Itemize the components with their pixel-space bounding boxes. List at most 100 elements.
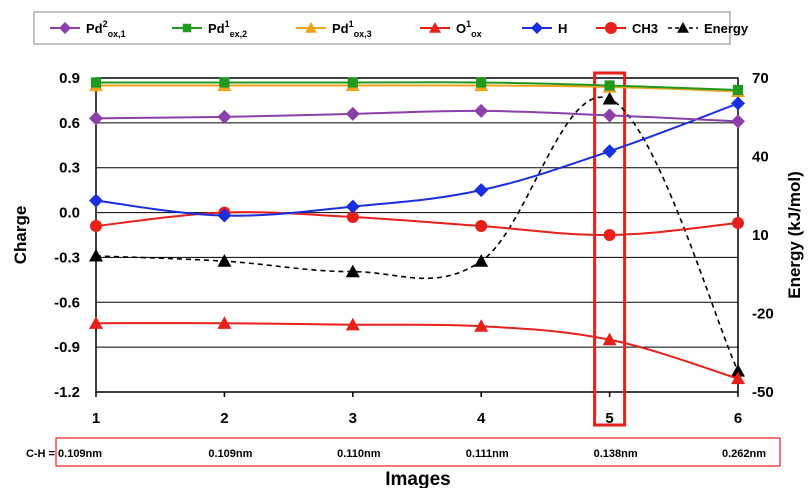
legend-label: Pd2ox,1 [86, 19, 126, 39]
y-axis-left-title: Charge [11, 206, 30, 265]
data-point [217, 316, 232, 329]
data-point [90, 77, 102, 88]
legend-marker [59, 22, 71, 34]
highlight-box [593, 71, 627, 427]
gridlines [96, 122, 738, 348]
data-point [89, 248, 103, 262]
legend-label: Pd1ex,2 [208, 19, 247, 39]
data-point [602, 91, 617, 105]
data-point [731, 371, 745, 385]
ch-distance-label: 0.262nm [722, 448, 766, 460]
series-line [95, 81, 739, 91]
series-line [95, 322, 739, 380]
y-left-tick-label: -0.9 [54, 339, 80, 356]
legend-label: Energy [704, 21, 749, 36]
y-left-tick-label: 0.0 [59, 205, 80, 222]
legend-item: CH3 [596, 21, 658, 36]
y-left-tick-label: -0.6 [54, 294, 80, 311]
data-point [604, 80, 615, 91]
legend-item: Pd2ox,1 [50, 19, 126, 39]
y-right-tick-label: -20 [752, 306, 774, 323]
legend-marker [429, 22, 441, 33]
legend: Pd2ox,1 Pd1ex,2 Pd1ox,3 O1ox H CH3 Energy [50, 19, 749, 39]
data-point [732, 84, 744, 96]
data-point [474, 103, 489, 118]
series-pd1ox-3 [89, 78, 745, 98]
ch-distance-label: C-H = 0.109nm [26, 448, 102, 460]
legend-item: Pd1ox,3 [296, 19, 372, 39]
legend-label: Pd1ox,3 [332, 19, 372, 39]
x-axis-title: Images [385, 469, 450, 488]
x-tick-label: 6 [734, 410, 742, 427]
data-point [345, 317, 360, 331]
y-axis-right-title: Energy (kJ/mol) [785, 171, 804, 299]
plot-frame [95, 77, 739, 393]
data-point [475, 220, 488, 233]
series-pd2ox-1 [89, 103, 745, 129]
data-point [217, 208, 232, 223]
data-point [90, 220, 102, 233]
ch-distances: C-H = 0.109nm 0.109nm 0.110nm 0.111nm 0.138n… [26, 448, 766, 460]
series-pd1ex-2 [90, 77, 744, 96]
data-point [731, 114, 745, 129]
data-point [219, 77, 230, 88]
legend-item: Pd1ex,2 [172, 19, 247, 39]
data-point [89, 316, 103, 329]
data-point [602, 332, 617, 346]
data-point [346, 211, 359, 224]
y-left-tick-label: 0.6 [59, 115, 80, 132]
data-point [89, 193, 103, 208]
y-right-tick-label: 10 [752, 227, 769, 244]
data-point [474, 319, 489, 332]
legend-marker [531, 22, 543, 34]
series-layer [89, 77, 745, 385]
y-axis-right: 70 40 10 -20 -50 [752, 70, 774, 401]
series-line [95, 109, 739, 123]
series-h [89, 96, 745, 223]
x-tick-label: 1 [92, 410, 100, 427]
y-axis-left: 0.9 0.6 0.3 0.0 -0.3 -0.6 -0.9 -1.2 [54, 70, 80, 401]
series-energy [89, 91, 745, 377]
ch-distance-label: 0.111nm [466, 448, 509, 460]
ch-distance-box [55, 437, 781, 467]
series-ch3 [90, 206, 744, 241]
data-point [89, 111, 103, 126]
series-line [95, 211, 739, 237]
legend-item: Energy [668, 21, 749, 36]
data-point [345, 106, 360, 121]
y-right-tick-label: 70 [752, 70, 769, 87]
ch-distance-label: 0.138nm [594, 448, 638, 460]
data-point [602, 144, 617, 159]
x-tick-label: 3 [349, 410, 357, 427]
legend-item: O1ox [420, 19, 482, 39]
data-point [345, 264, 360, 278]
series-o1ox [89, 316, 745, 385]
data-point [603, 229, 616, 241]
y-left-tick-label: -1.2 [54, 384, 80, 401]
data-point [474, 254, 489, 267]
data-point [602, 108, 617, 123]
legend-label: H [558, 21, 567, 36]
data-point [217, 109, 232, 124]
data-point [345, 199, 360, 214]
data-point [217, 254, 232, 267]
y-left-tick-label: 0.9 [59, 70, 80, 87]
x-tick-label: 4 [477, 410, 486, 427]
ch-distance-label: 0.110nm [337, 448, 381, 460]
data-point [474, 183, 489, 198]
legend-label: CH3 [632, 21, 658, 36]
legend-marker [182, 23, 192, 33]
legend-label: O1ox [456, 19, 482, 39]
x-axis: 1 2 3 4 5 6 [92, 392, 742, 427]
y-right-tick-label: -50 [752, 384, 774, 401]
ch-distance-label: 0.109nm [208, 448, 252, 460]
data-point [476, 77, 487, 88]
legend-item: H [522, 21, 567, 36]
series-line [95, 102, 739, 217]
y-left-tick-label: -0.3 [54, 249, 80, 266]
data-point [731, 96, 745, 111]
data-point [732, 217, 744, 230]
x-tick-label: 5 [605, 410, 613, 427]
series-line [95, 84, 739, 93]
